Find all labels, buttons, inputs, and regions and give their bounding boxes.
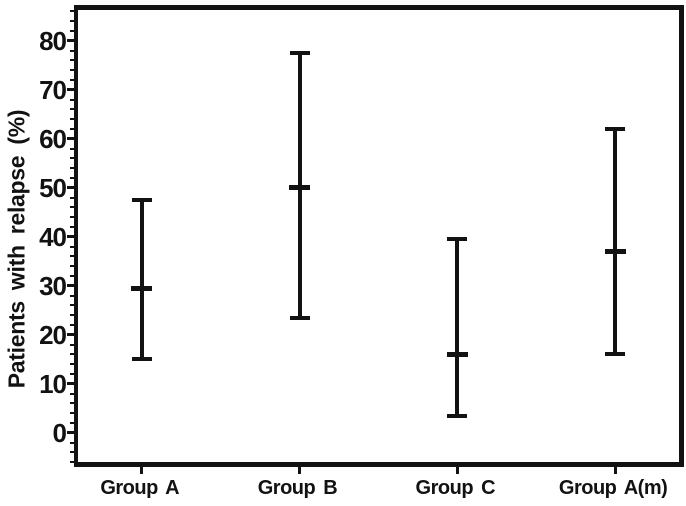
x-axis-category-label: Group C [415,477,496,499]
y-tick [67,235,74,239]
y-tick [67,431,74,435]
y-minor-tick [70,294,74,297]
y-tick-label: 50 [39,172,67,203]
y-minor-tick [70,343,74,346]
y-minor-tick [70,108,74,111]
y-minor-tick [70,421,74,424]
plot-area [74,5,684,467]
x-axis-category-label: Group A [100,477,180,499]
y-minor-tick [70,118,74,121]
y-minor-tick [70,59,74,62]
y-minor-tick [70,441,74,444]
mean-marker [131,285,153,291]
y-minor-tick [70,216,74,219]
y-minor-tick [70,49,74,52]
y-tick [67,382,74,386]
y-minor-tick [70,363,74,366]
y-minor-tick [70,402,74,405]
error-bar-top-cap [131,197,152,202]
y-minor-tick [70,167,74,170]
y-tick-label: 0 [52,417,67,448]
y-minor-tick [70,265,74,268]
error-bar-line [139,199,144,360]
x-tick [298,467,301,474]
y-tick-label: 60 [39,123,67,154]
y-tick-label: 80 [39,25,67,56]
y-minor-tick [70,98,74,101]
error-bar-bottom-cap [131,357,152,362]
y-tick-label: 20 [39,319,67,350]
y-minor-tick [70,147,74,150]
y-tick-label: 40 [39,221,67,252]
y-tick-label: 70 [39,74,67,105]
error-bar-bottom-cap [447,413,468,418]
y-minor-tick [70,127,74,130]
mean-marker [604,248,626,254]
y-minor-tick [70,461,74,464]
y-minor-tick [70,225,74,228]
error-bar-top-cap [289,51,310,55]
x-tick [613,467,617,474]
y-minor-tick [70,304,74,307]
error-bar-line [455,239,460,416]
y-minor-tick [70,255,74,258]
y-minor-tick [70,412,74,415]
y-tick [67,88,74,92]
y-tick [67,284,74,288]
y-minor-tick [70,353,74,356]
error-bar-top-cap [447,237,468,242]
y-tick-label: 30 [39,270,67,301]
y-tick-label: 10 [39,368,67,399]
y-minor-tick [70,69,74,72]
y-tick [67,186,74,190]
y-minor-tick [70,78,74,81]
y-minor-tick [70,451,74,454]
y-minor-tick [70,314,74,317]
y-minor-tick [70,10,74,13]
error-bar-top-cap [605,126,626,131]
y-tick [67,137,74,141]
error-bar-bottom-cap [605,352,626,357]
y-minor-tick [70,274,74,277]
y-minor-tick [70,392,74,395]
y-minor-tick [70,176,74,179]
mean-marker [289,185,310,191]
error-bar-bottom-cap [289,315,310,320]
y-tick [67,39,74,43]
x-tick [455,467,459,474]
y-minor-tick [70,323,74,326]
y-minor-tick [70,206,74,209]
error-bar-line [613,128,618,355]
x-tick [140,467,144,474]
y-minor-tick [70,157,74,160]
y-minor-tick [70,20,74,23]
y-minor-tick [70,196,74,199]
y-tick [67,333,74,337]
x-axis-category-label: Group A(m) [558,477,668,499]
y-minor-tick [70,372,74,375]
x-axis-category-label: Group B [257,477,338,499]
y-minor-tick [70,29,74,32]
y-minor-tick [70,245,74,248]
mean-marker [446,351,468,357]
